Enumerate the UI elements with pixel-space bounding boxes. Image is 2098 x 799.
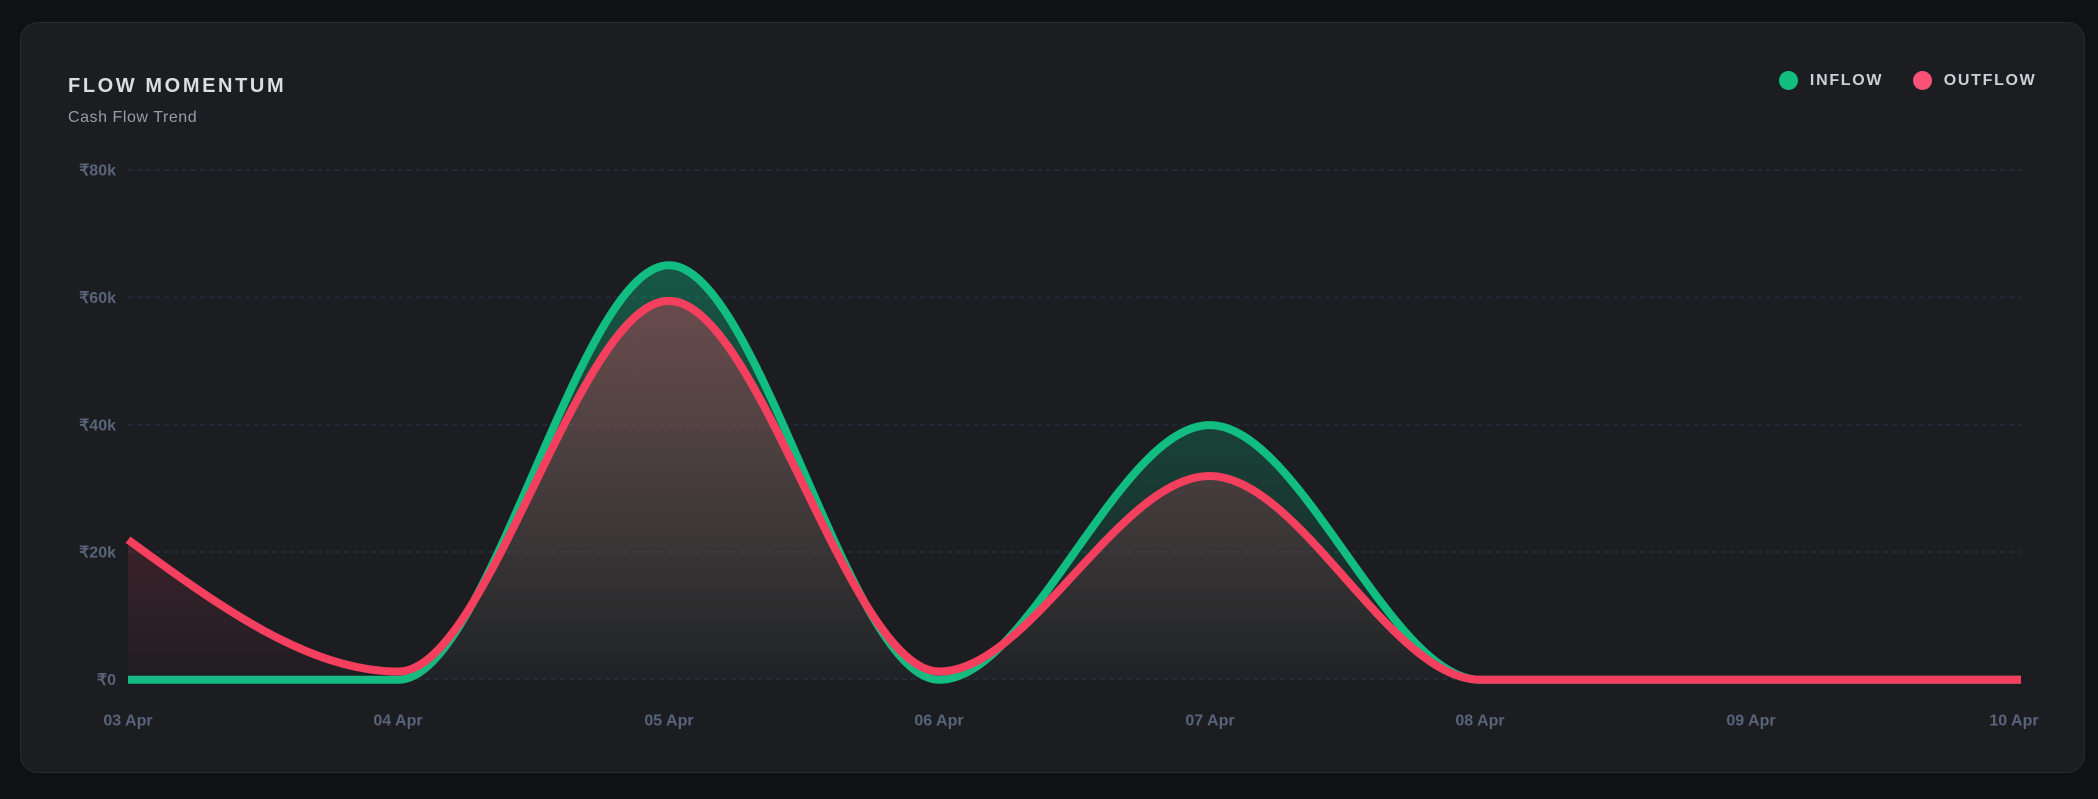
svg-text:06 Apr: 06 Apr [914,713,963,730]
svg-text:04 Apr: 04 Apr [373,713,422,730]
svg-text:₹40k: ₹40k [79,417,116,434]
svg-text:03 Apr: 03 Apr [103,713,152,730]
svg-text:₹0: ₹0 [97,672,116,689]
svg-text:09 Apr: 09 Apr [1726,713,1775,730]
svg-text:10 Apr: 10 Apr [1989,713,2038,730]
svg-text:07 Apr: 07 Apr [1185,713,1234,730]
svg-text:₹80k: ₹80k [79,163,116,180]
svg-text:₹60k: ₹60k [79,290,116,307]
svg-text:08 Apr: 08 Apr [1455,713,1504,730]
svg-text:₹20k: ₹20k [79,545,116,562]
svg-text:05 Apr: 05 Apr [644,713,693,730]
